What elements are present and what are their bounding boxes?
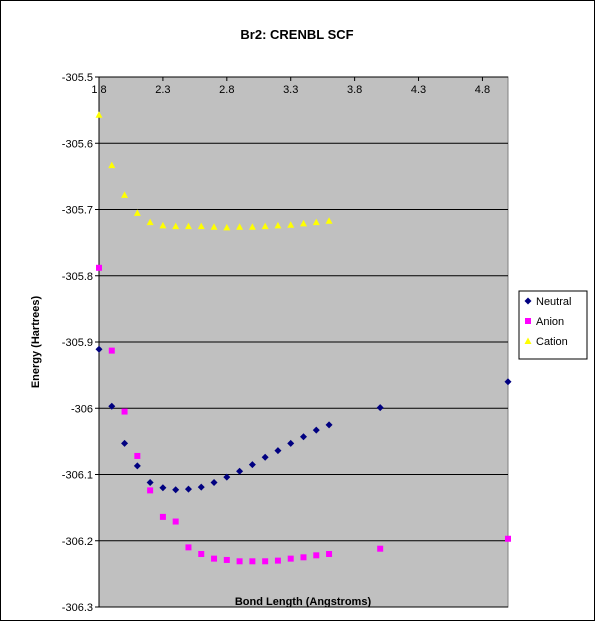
anion-point bbox=[262, 558, 269, 565]
y-tick-label: -305.9 bbox=[62, 337, 93, 349]
cation-point bbox=[261, 222, 269, 230]
y-tick-label: -306.3 bbox=[62, 602, 93, 614]
legend-label-neutral: Neutral bbox=[536, 296, 571, 308]
y-tick-label: -306 bbox=[71, 403, 93, 415]
neutral-point bbox=[236, 467, 244, 475]
chart-title: Br2: CRENBL SCF bbox=[240, 27, 353, 42]
anion-point bbox=[326, 551, 333, 557]
neutral-point bbox=[248, 461, 256, 469]
anion-point bbox=[313, 552, 320, 559]
legend-marker-anion bbox=[525, 318, 531, 324]
cation-point bbox=[312, 218, 320, 226]
marker-layer bbox=[95, 111, 512, 565]
cation-point bbox=[172, 222, 180, 230]
neutral-point bbox=[261, 453, 269, 461]
anion-point bbox=[223, 556, 230, 563]
anion-point bbox=[287, 555, 294, 562]
legend-label-anion: Anion bbox=[536, 316, 564, 328]
legend-marker-neutral bbox=[524, 297, 532, 305]
neutral-point bbox=[287, 439, 295, 447]
anion-point bbox=[108, 347, 115, 354]
anion-point bbox=[211, 555, 218, 562]
neutral-point bbox=[159, 484, 167, 492]
x-tick-label: 2.8 bbox=[219, 84, 234, 96]
x-tick-label: 4.3 bbox=[411, 84, 426, 96]
neutral-point bbox=[312, 426, 320, 434]
cation-point bbox=[159, 221, 167, 229]
anion-point bbox=[121, 408, 128, 415]
anion-point bbox=[159, 513, 166, 520]
anion-point bbox=[249, 558, 256, 565]
cation-point bbox=[146, 218, 154, 226]
cation-point bbox=[184, 222, 192, 230]
neutral-point bbox=[376, 404, 384, 412]
cation-point bbox=[95, 111, 103, 118]
y-tick-label: -305.6 bbox=[62, 138, 93, 150]
anion-point bbox=[172, 518, 179, 525]
neutral-point bbox=[210, 478, 218, 486]
cation-point bbox=[108, 161, 116, 169]
neutral-point bbox=[121, 439, 129, 447]
neutral-point bbox=[504, 378, 512, 386]
anion-point bbox=[505, 535, 511, 542]
legend-marker-cation bbox=[524, 337, 532, 344]
anion-point bbox=[134, 452, 141, 459]
anion-point bbox=[274, 557, 281, 564]
y-tick-label: -305.8 bbox=[62, 271, 93, 283]
cation-point bbox=[236, 223, 244, 230]
y-tick-label: -306.1 bbox=[62, 470, 93, 482]
legend-label-cation: Cation bbox=[536, 336, 568, 348]
axis-layer: -305.5 -305.6 -305.7 -305.8 -305.9 -306 -306.1… bbox=[62, 72, 508, 614]
neutral-point bbox=[184, 485, 192, 493]
neutral-point bbox=[172, 486, 180, 494]
y-tick-label: -306.2 bbox=[62, 536, 93, 548]
cation-point bbox=[300, 219, 307, 227]
anion-point bbox=[377, 545, 384, 552]
cation-point bbox=[274, 221, 282, 229]
cation-point bbox=[325, 217, 333, 224]
x-tick-label: 3.3 bbox=[283, 84, 298, 96]
cation-point bbox=[248, 223, 256, 230]
anion-point bbox=[198, 551, 205, 557]
cation-point bbox=[197, 222, 205, 230]
neutral-point bbox=[133, 462, 141, 470]
anion-point bbox=[185, 544, 192, 551]
cation-point bbox=[223, 223, 231, 231]
y-tick-label: -305.7 bbox=[62, 205, 93, 217]
x-tick-label: 1.8 bbox=[91, 84, 106, 96]
anion-point bbox=[236, 558, 243, 565]
neutral-point bbox=[300, 433, 307, 441]
neutral-point bbox=[223, 473, 231, 481]
anion-point bbox=[147, 487, 154, 494]
neutral-point bbox=[95, 345, 103, 353]
neutral-point bbox=[197, 483, 205, 491]
cation-point bbox=[287, 221, 295, 228]
anion-point bbox=[300, 554, 307, 561]
legend: Neutral Anion Cation bbox=[518, 290, 588, 360]
legend-box bbox=[518, 290, 588, 360]
x-tick-label: 2.3 bbox=[155, 84, 170, 96]
neutral-point bbox=[108, 402, 116, 410]
x-axis-title: Bond Length (Angstroms) bbox=[235, 596, 372, 608]
cation-point bbox=[210, 223, 218, 230]
neutral-point bbox=[146, 478, 154, 486]
x-tick-label: 4.8 bbox=[475, 84, 490, 96]
x-tick-label: 3.8 bbox=[347, 84, 362, 96]
y-tick-label: -305.5 bbox=[62, 72, 93, 84]
y-axis-title: Energy (Hartrees) bbox=[30, 296, 42, 389]
anion-point bbox=[96, 264, 102, 271]
cation-point bbox=[121, 191, 129, 198]
neutral-point bbox=[274, 447, 282, 455]
cation-point bbox=[133, 209, 141, 216]
neutral-point bbox=[325, 421, 333, 429]
